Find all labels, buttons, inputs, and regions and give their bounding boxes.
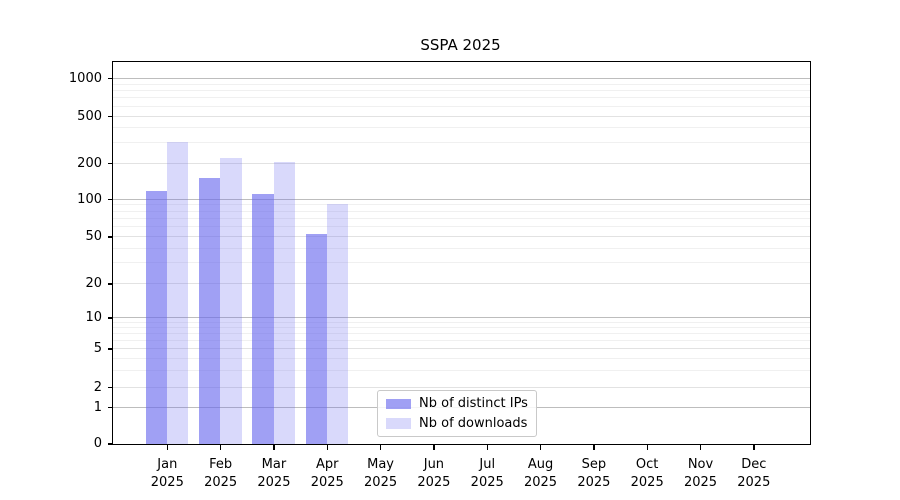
y-gridline-minor xyxy=(113,204,810,206)
y-tick-label: 2 xyxy=(93,379,102,395)
bar-downloads-feb xyxy=(220,158,242,444)
y-gridline-minor xyxy=(113,369,810,371)
y-gridline xyxy=(113,115,810,117)
x-tick-label: Sep 2025 xyxy=(577,457,611,490)
x-tick-label: Jan 2025 xyxy=(150,457,184,490)
y-tick-label: 200 xyxy=(77,155,102,171)
y-gridline-minor xyxy=(113,247,810,249)
x-tick xyxy=(593,445,595,450)
y-tick xyxy=(107,115,113,118)
x-tick-label: Oct 2025 xyxy=(630,457,664,490)
bar-ips-feb xyxy=(199,178,221,444)
y-tick xyxy=(107,406,113,409)
bar-ips-apr xyxy=(305,233,327,444)
x-tick xyxy=(433,445,435,450)
y-gridline xyxy=(113,348,810,350)
y-gridline-minor xyxy=(113,333,810,335)
y-gridline-minor xyxy=(113,90,810,92)
y-tick xyxy=(107,283,113,285)
legend-label-distinct-ips: Nb of distinct IPs xyxy=(419,396,528,412)
x-tick xyxy=(646,445,648,450)
x-tick xyxy=(539,445,542,450)
x-tick xyxy=(486,445,488,450)
y-gridline-decade xyxy=(113,198,810,200)
y-tick xyxy=(107,199,113,201)
legend-swatch-distinct-ips-icon xyxy=(386,398,411,409)
y-tick-label: 20 xyxy=(85,276,102,291)
y-gridline-decade xyxy=(113,77,810,79)
y-tick-label: 1000 xyxy=(68,70,102,86)
y-tick-label: 100 xyxy=(77,191,102,207)
x-tick-label: Mar 2025 xyxy=(257,457,291,490)
y-gridline-minor xyxy=(113,97,810,99)
legend-swatch-downloads-icon xyxy=(386,418,411,429)
bar-ips-jan xyxy=(145,190,167,444)
bar-downloads-apr xyxy=(326,203,349,444)
y-tick xyxy=(107,386,113,389)
y-gridline-minor xyxy=(113,105,810,107)
y-gridline xyxy=(113,283,810,285)
y-tick xyxy=(107,236,113,238)
x-tick xyxy=(326,445,328,450)
y-gridline-minor xyxy=(113,340,810,342)
x-tick xyxy=(220,445,222,450)
x-tick-label: Nov 2025 xyxy=(683,457,718,490)
x-tick-label: May 2025 xyxy=(364,457,398,490)
y-tick-label: 5 xyxy=(93,341,102,356)
y-tick-label: 50 xyxy=(85,229,102,244)
y-gridline xyxy=(113,236,810,238)
y-tick-label: 1 xyxy=(93,399,102,415)
y-gridline-minor xyxy=(113,226,810,228)
y-gridline-minor xyxy=(113,321,810,323)
y-tick-label: 500 xyxy=(77,108,102,124)
bar-downloads-jan xyxy=(167,142,189,444)
x-tick-label: Apr 2025 xyxy=(310,457,344,490)
x-tick xyxy=(273,445,275,450)
y-tick xyxy=(107,348,113,350)
x-tick-label: Jun 2025 xyxy=(417,457,451,490)
legend-label-downloads: Nb of downloads xyxy=(419,415,528,431)
y-gridline xyxy=(113,386,810,388)
y-gridline-decade xyxy=(113,317,810,319)
y-tick-label: 0 xyxy=(93,436,102,451)
x-tick xyxy=(699,445,702,450)
y-gridline xyxy=(113,162,810,164)
y-gridline-minor xyxy=(113,327,810,329)
chart-title: SSPA 2025 xyxy=(420,36,501,54)
legend-row-distinct-ips: Nb of distinct IPs xyxy=(386,395,528,413)
y-tick xyxy=(107,162,113,165)
bar-downloads-mar xyxy=(273,161,295,444)
bar-ips-mar xyxy=(252,194,274,444)
x-tick xyxy=(753,445,755,450)
y-gridline-minor xyxy=(113,83,810,85)
y-gridline-minor xyxy=(113,127,810,129)
x-tick xyxy=(379,445,382,450)
x-tick-label: Feb 2025 xyxy=(204,457,238,490)
x-tick-label: Dec 2025 xyxy=(737,457,771,490)
x-tick-label: Jul 2025 xyxy=(470,457,504,490)
legend: Nb of distinct IPs Nb of downloads xyxy=(377,390,537,437)
legend-row-downloads: Nb of downloads xyxy=(386,415,528,433)
y-tick xyxy=(107,78,113,80)
y-tick xyxy=(107,443,113,445)
y-gridline-minor xyxy=(113,141,810,143)
y-gridline-minor xyxy=(113,262,810,264)
y-gridline-minor xyxy=(113,357,810,359)
y-gridline-minor xyxy=(113,218,810,220)
y-tick-label: 10 xyxy=(85,310,102,325)
plot-area xyxy=(112,61,811,445)
y-tick xyxy=(107,317,113,319)
x-tick-label: Aug 2025 xyxy=(523,457,558,490)
y-gridline-minor xyxy=(113,210,810,212)
x-tick xyxy=(166,445,168,450)
